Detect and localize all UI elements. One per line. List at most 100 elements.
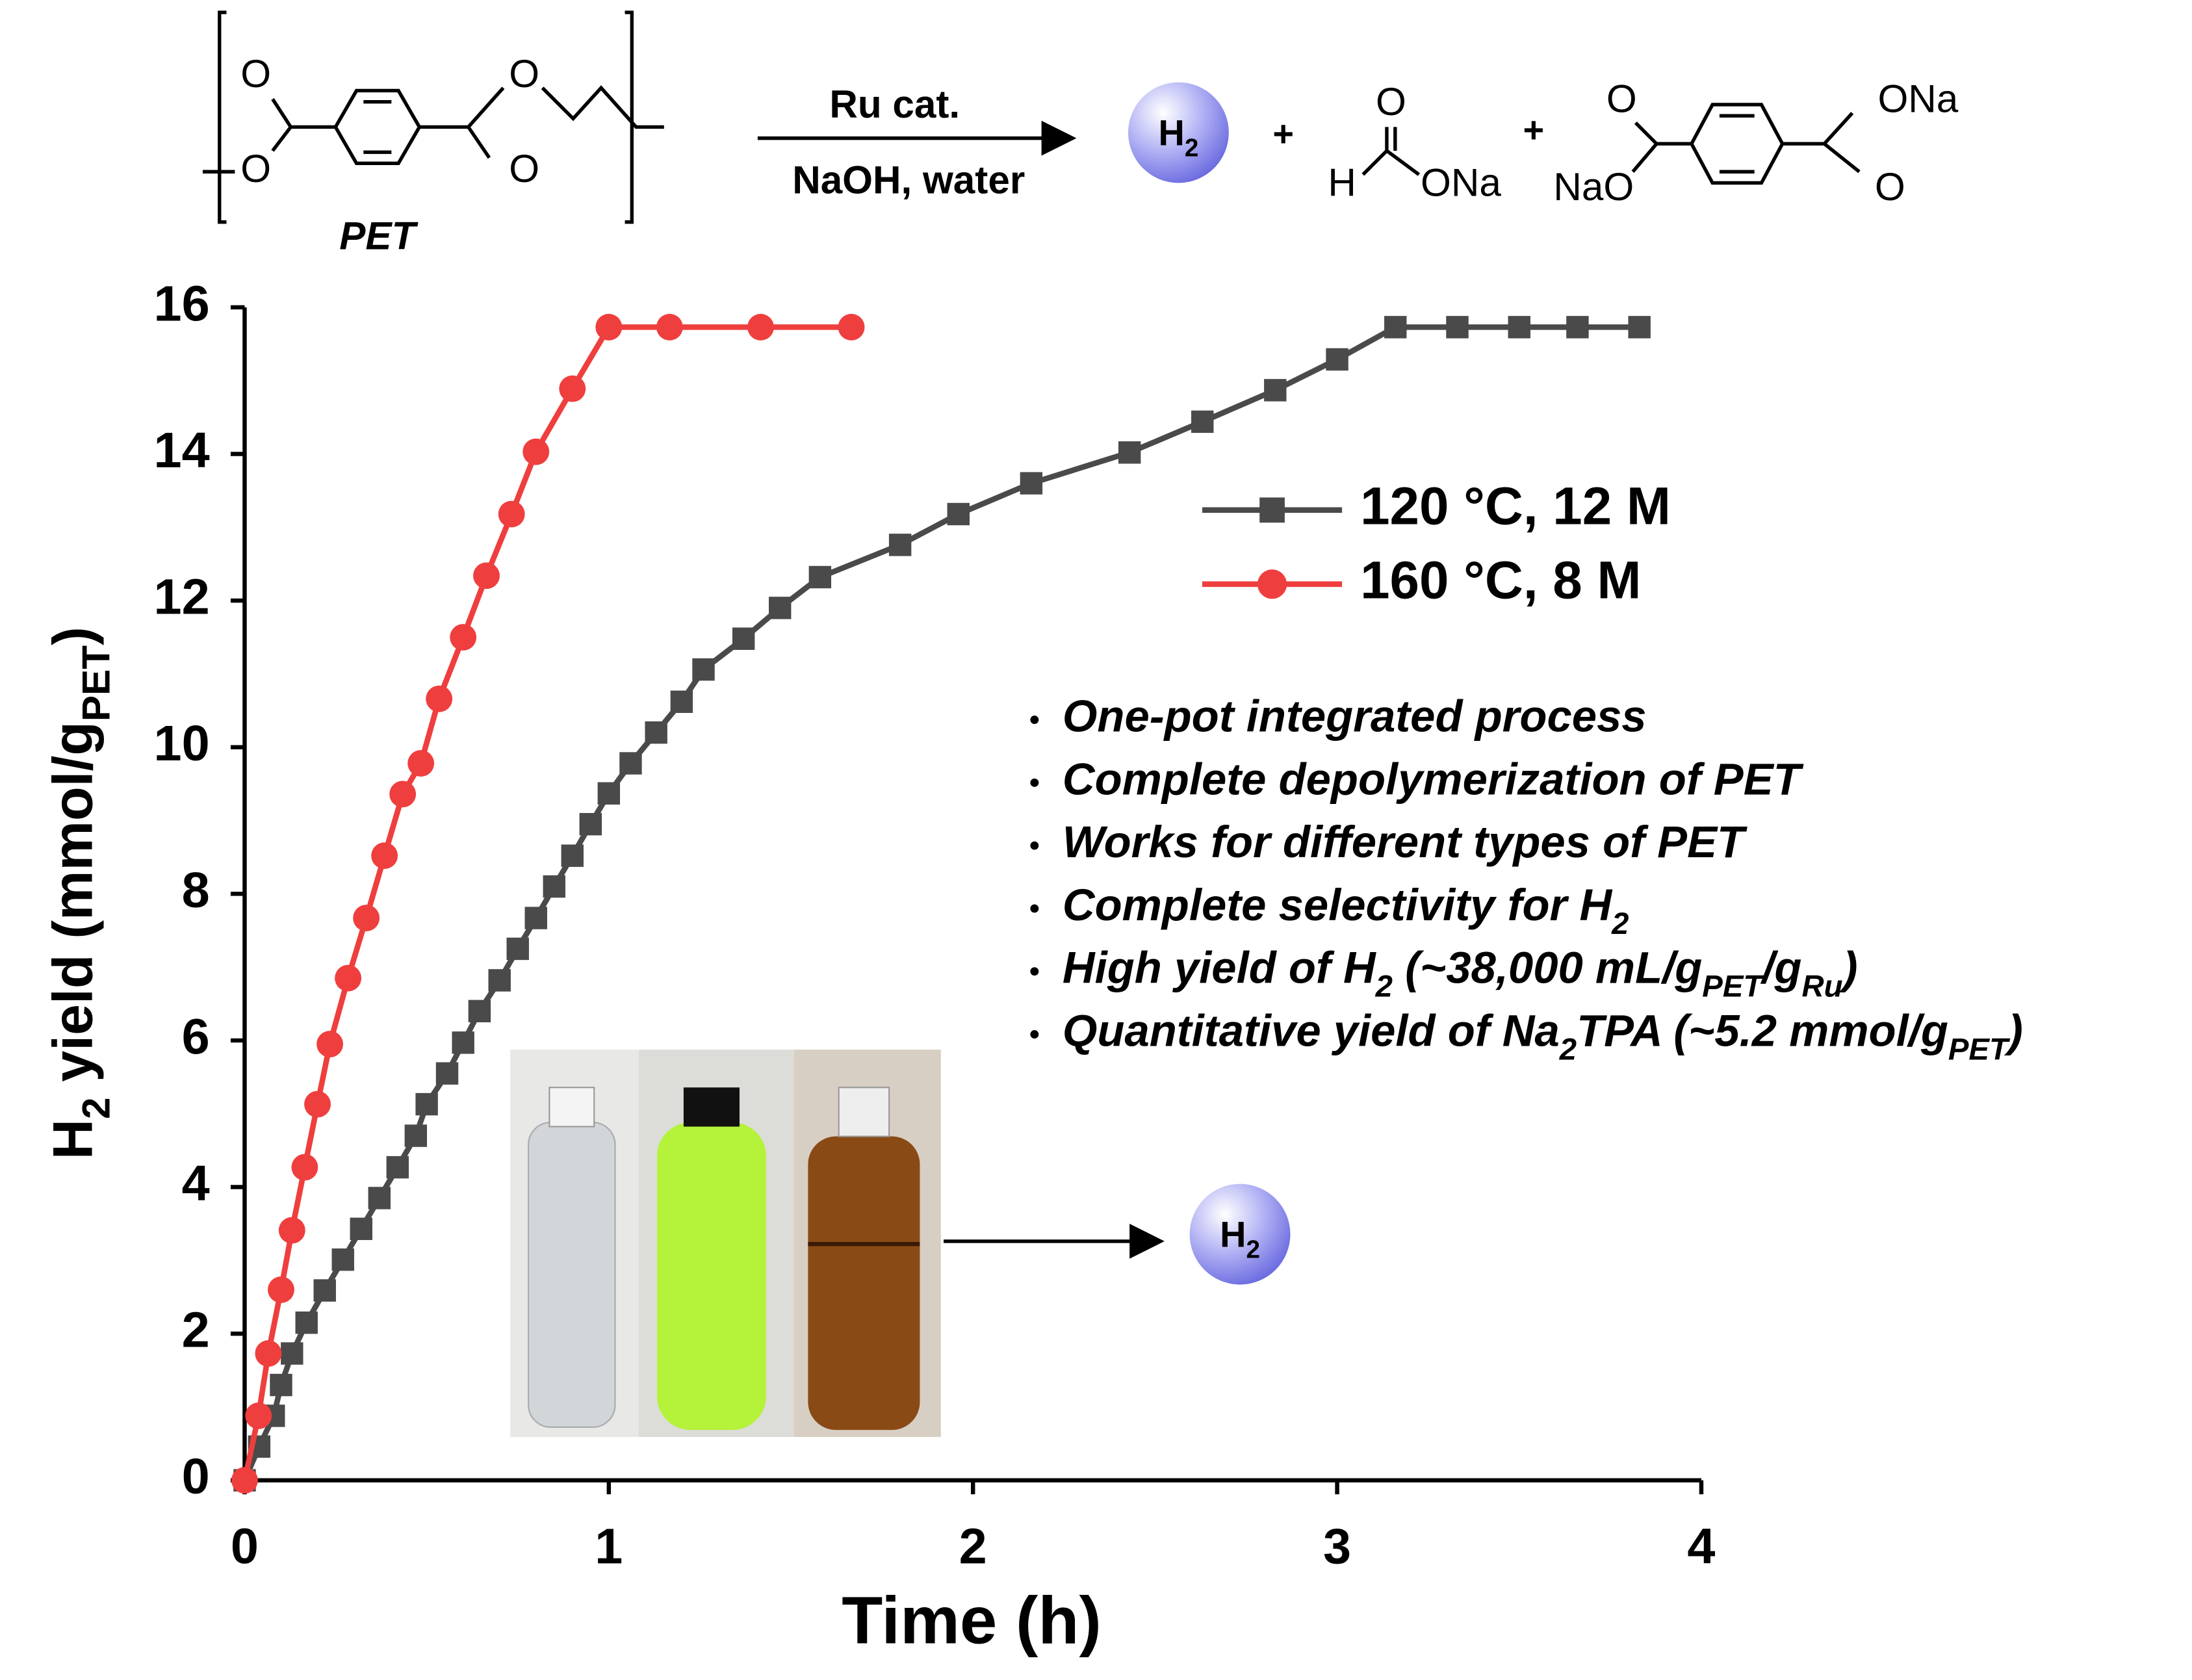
pet-structure <box>202 10 1861 224</box>
marker <box>1257 569 1287 599</box>
marker <box>498 500 525 528</box>
marker <box>304 1091 331 1118</box>
y-tick-label: 8 <box>182 862 210 918</box>
note-part: Ru <box>1801 970 1842 1004</box>
marker <box>1118 441 1141 464</box>
marker <box>768 597 792 619</box>
marker <box>947 502 970 526</box>
marker <box>1191 410 1214 433</box>
x-tick-label: 1 <box>595 1519 623 1575</box>
marker <box>281 1342 303 1365</box>
note: High yield of H2 (~38,000 mL/gPET/gRu) <box>1063 943 1858 1004</box>
marker <box>473 562 500 589</box>
pet-label: PET <box>339 213 419 257</box>
marker <box>295 1311 318 1334</box>
marker <box>231 1467 258 1494</box>
atom-label: NaO <box>1553 164 1634 209</box>
x-tick-label: 2 <box>959 1519 987 1575</box>
bullet <box>1030 904 1039 913</box>
note-part: 2 <box>1375 970 1393 1004</box>
marker <box>524 907 547 929</box>
marker <box>278 1217 305 1244</box>
marker <box>522 438 550 465</box>
marker <box>268 1276 294 1303</box>
marker <box>450 624 477 651</box>
marker <box>692 658 715 681</box>
h2-label: H2 <box>1220 1213 1260 1263</box>
marker <box>407 750 435 777</box>
note-part: /g <box>1760 943 1801 993</box>
note-part: Complete selectivity for H <box>1063 880 1613 930</box>
atom-label: O <box>509 51 539 96</box>
note: Complete selectivity for H2 <box>1063 880 1629 941</box>
y-axis-label-part: PET <box>73 645 118 721</box>
marker <box>888 534 912 556</box>
marker <box>452 1031 474 1054</box>
note-part: Works for different types of PET <box>1063 817 1747 867</box>
x-axis-label: Time (h) <box>842 1583 1102 1658</box>
note: Quantitative yield of Na2TPA (~5.2 mmol/… <box>1063 1006 2023 1067</box>
bullet <box>1030 967 1039 976</box>
h2-ball <box>1128 82 1229 183</box>
marker <box>313 1279 336 1302</box>
marker <box>559 375 586 402</box>
marker <box>808 565 832 589</box>
bullet <box>1030 1030 1039 1039</box>
x-tick-label: 4 <box>1687 1519 1715 1575</box>
note-part: Complete depolymerization of PET <box>1063 754 1804 804</box>
bullet <box>1030 841 1039 850</box>
atom-label: O <box>509 146 539 190</box>
y-tick-label: 4 <box>182 1156 210 1211</box>
marker <box>404 1124 428 1147</box>
y-tick-label: 16 <box>154 276 210 331</box>
marker <box>561 844 584 867</box>
y-tick-label: 10 <box>154 716 210 771</box>
marker <box>389 781 417 808</box>
note-part: (~38,000 mL/g <box>1393 943 1702 993</box>
marker <box>1259 497 1285 523</box>
y-axis-label: H2 yield (mmol/gPET) <box>42 627 118 1159</box>
bottle-photo <box>510 1050 1165 1438</box>
note-part: PET <box>1948 1033 2011 1067</box>
marker <box>1384 316 1407 339</box>
atom-label: O <box>1875 164 1905 209</box>
marker <box>353 905 380 931</box>
marker <box>426 685 453 712</box>
atom-label: O <box>240 146 271 190</box>
note-part: Quantitative yield of Na <box>1063 1006 1560 1056</box>
y-tick-label: 6 <box>182 1009 210 1065</box>
note-part: One-pot integrated process <box>1063 691 1647 742</box>
note: Complete depolymerization of PET <box>1063 754 1804 804</box>
marker <box>335 964 362 992</box>
marker <box>1446 316 1469 339</box>
marker <box>331 1248 354 1271</box>
note-part: High yield of H <box>1063 943 1376 993</box>
y-axis-label-part: H <box>42 1119 104 1159</box>
marker <box>291 1154 318 1181</box>
marker <box>368 1187 391 1209</box>
marker <box>1628 316 1651 339</box>
marker <box>670 690 693 713</box>
marker <box>316 1031 344 1057</box>
marker <box>371 842 398 870</box>
y-tick-label: 2 <box>182 1302 210 1358</box>
y-axis-label-part: 2 <box>73 1098 118 1120</box>
note-part: 2 <box>1559 1033 1577 1067</box>
y-tick-label: 14 <box>154 422 210 478</box>
marker <box>350 1217 372 1241</box>
marker <box>468 1000 491 1023</box>
marker <box>619 752 642 775</box>
marker <box>1264 379 1287 402</box>
marker <box>245 1402 272 1429</box>
reagent: Ru cat. <box>829 82 960 126</box>
marker <box>1020 472 1043 495</box>
y-axis-label-part: ) <box>42 627 104 645</box>
atom-label: H <box>1328 161 1356 205</box>
legend-label: 160 °C, 8 M <box>1360 550 1641 610</box>
marker <box>386 1156 409 1179</box>
marker <box>506 937 529 961</box>
note: One-pot integrated process <box>1063 691 1647 742</box>
marker <box>595 313 623 341</box>
h2-ball <box>1189 1183 1291 1285</box>
